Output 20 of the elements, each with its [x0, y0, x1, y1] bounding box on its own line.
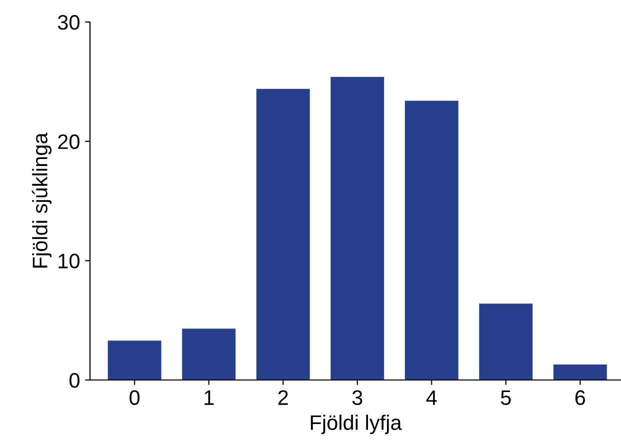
x-tick-label: 4 [426, 390, 437, 405]
bar [256, 88, 310, 380]
bar [479, 304, 533, 380]
bar [553, 364, 607, 380]
bar [182, 328, 236, 380]
y-axis-title: Fjöldi sjúklinga [32, 132, 52, 268]
y-tick-label: 20 [58, 134, 80, 150]
bar [330, 76, 384, 380]
x-tick-label: 6 [575, 390, 586, 406]
bar [404, 100, 458, 380]
bar [108, 340, 162, 380]
x-tick-label: 0 [130, 390, 140, 406]
y-tick-label: 10 [58, 254, 80, 268]
x-tick-label: 1 [204, 390, 214, 405]
x-axis-title: Fjöldi lyfja [310, 414, 402, 434]
x-tick-label: 2 [278, 390, 288, 405]
y-tick-label: 0 [70, 373, 80, 388]
x-tick-label: 3 [352, 390, 362, 406]
x-tick-label: 5 [500, 390, 511, 406]
y-tick-label: 30 [58, 15, 80, 30]
